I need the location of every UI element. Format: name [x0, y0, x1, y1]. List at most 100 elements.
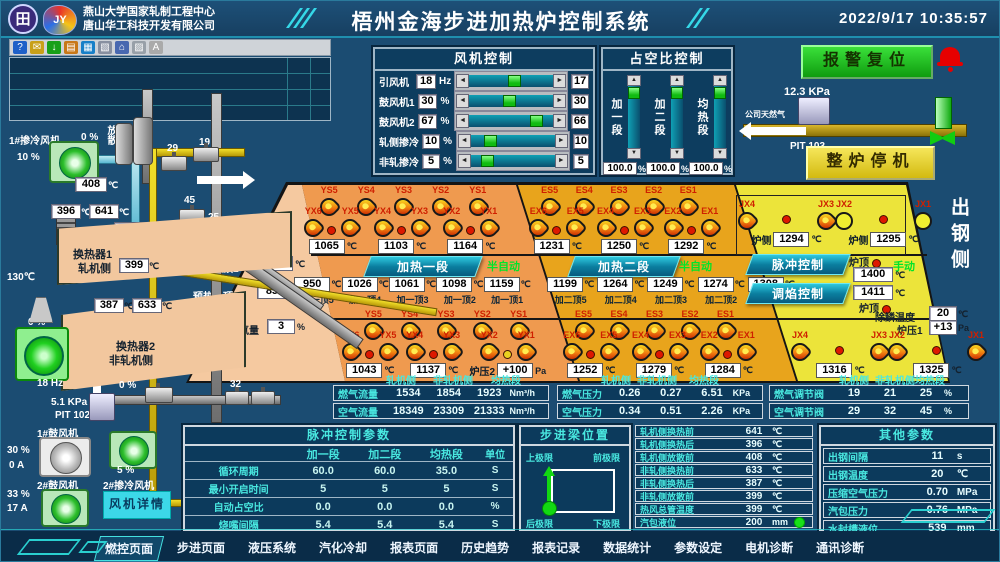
slider-right-arrow[interactable]: ►: [553, 114, 567, 128]
slider-down-arrow[interactable]: ▼: [713, 148, 728, 159]
roof-temp: 1264 ℃ 加二顶4: [597, 277, 644, 306]
temp-unit: ℃: [895, 288, 906, 298]
toolbar-icon[interactable]: ↓: [47, 41, 61, 54]
fan-sp-value[interactable]: 10: [572, 133, 589, 149]
toolbar-icon[interactable]: ▦: [81, 41, 95, 54]
slider-down-arrow[interactable]: ▼: [627, 148, 641, 159]
alarm-bell-icon[interactable]: [937, 45, 963, 73]
fan-slider[interactable]: ◄ ►: [454, 71, 569, 91]
alarm-list-panel[interactable]: [9, 57, 331, 121]
slider-left-arrow[interactable]: ◄: [457, 134, 471, 148]
pulse-control-button[interactable]: 脉冲控制: [745, 254, 851, 275]
zone-temp-value: 1252: [567, 363, 604, 378]
slider-up-arrow[interactable]: ▲: [670, 75, 685, 86]
slider-left-arrow[interactable]: ◄: [456, 114, 470, 128]
zone1-banner[interactable]: 加热一段: [363, 256, 483, 277]
slider-right-arrow[interactable]: ►: [554, 134, 568, 148]
slider-up-arrow[interactable]: ▲: [713, 75, 728, 86]
duty-value[interactable]: 100.0: [603, 162, 637, 175]
zone2-banner[interactable]: 加热二段: [567, 256, 681, 277]
duty-value[interactable]: 100.0: [689, 162, 724, 175]
zone-temp-value: 1294: [773, 232, 810, 247]
toolbar-icon[interactable]: ⌂: [115, 41, 129, 54]
fan-slider[interactable]: ◄ ►: [454, 91, 569, 111]
slider-thumb[interactable]: [484, 135, 498, 147]
tab-report-record[interactable]: 报表记录: [532, 541, 581, 555]
burner-pair: JX4 JX3 炉侧 1294 ℃: [734, 199, 839, 247]
duty-slider-thumb[interactable]: [714, 87, 727, 99]
tab-hydraulic[interactable]: 液压系统: [248, 541, 297, 555]
row-label: 空气调节阀: [774, 407, 824, 419]
pressure-table-row: 空气压力 0.34 0.51 2.26 KPa: [557, 403, 763, 419]
fan-slider[interactable]: ◄ ►: [455, 131, 570, 151]
tab-combustion[interactable]: 燃控页面: [93, 536, 165, 561]
tab-motor-diag[interactable]: 电机诊断: [745, 541, 794, 555]
slider-left-arrow[interactable]: ◄: [457, 154, 471, 168]
slider-track[interactable]: [469, 75, 554, 87]
slider-thumb[interactable]: [480, 155, 494, 167]
burner-flame-icon: [787, 339, 813, 365]
fan-label: 鼓风机1: [379, 97, 415, 109]
duty-slider-thumb[interactable]: [671, 87, 684, 99]
tab-param-setting[interactable]: 参数设定: [674, 541, 723, 555]
cell-unit: ℃: [772, 425, 783, 436]
burner-status-dot: [879, 215, 888, 224]
duty-slider-track[interactable]: [628, 86, 640, 148]
slider-track[interactable]: [469, 95, 554, 107]
tab-report-page[interactable]: 报表页面: [390, 541, 439, 555]
duty-slider-thumb[interactable]: [628, 87, 640, 99]
slider-thumb[interactable]: [502, 95, 516, 107]
burner-label: JX3: [870, 330, 887, 340]
blower2-icon[interactable]: [41, 489, 89, 527]
tab-history-trend[interactable]: 历史趋势: [461, 541, 510, 555]
cell-unit: s: [956, 450, 963, 462]
toolbar-icon[interactable]: ▧: [98, 41, 112, 54]
fan-slider[interactable]: ◄ ►: [454, 111, 569, 131]
fan-detail-button[interactable]: 风机详情: [103, 491, 171, 519]
flow-table-row: 燃气流量 1534 1854 1923 Nm³/h: [333, 385, 549, 401]
burner-label: EX4: [631, 330, 649, 340]
slider-down-arrow[interactable]: ▼: [670, 148, 685, 159]
fan-label: 引风机: [379, 77, 409, 89]
fan-sp-value[interactable]: 66: [571, 113, 589, 129]
toolbar-icon[interactable]: ▤: [64, 41, 78, 54]
tab-comm-diag[interactable]: 通讯诊断: [816, 541, 865, 555]
hx-temp-row: 热风总管温度 399 ℃: [635, 503, 813, 515]
row-label: 空气压力: [562, 407, 602, 419]
band-divider: [311, 254, 927, 256]
slider-thumb[interactable]: [529, 115, 543, 127]
tab-walking[interactable]: 步进页面: [177, 541, 226, 555]
toolbar-icon[interactable]: ?: [13, 41, 27, 54]
toolbar-icon[interactable]: ▨: [132, 41, 146, 54]
slider-track[interactable]: [470, 155, 555, 167]
burner-label: YS1: [469, 185, 487, 195]
flame-control-button[interactable]: 调焰控制: [745, 283, 851, 304]
coldfan2-icon[interactable]: [109, 431, 157, 469]
slider-track[interactable]: [470, 135, 555, 147]
toolbar-icon[interactable]: A: [149, 41, 163, 54]
slider-right-arrow[interactable]: ►: [553, 94, 567, 108]
duty-value[interactable]: 100.0: [646, 162, 681, 175]
slider-right-arrow[interactable]: ►: [554, 154, 568, 168]
furnace-stop-button[interactable]: 整炉停机: [806, 146, 935, 180]
slider-up-arrow[interactable]: ▲: [627, 75, 641, 86]
fan-sp-value[interactable]: 30: [571, 93, 589, 109]
fan-slider[interactable]: ◄ ►: [455, 151, 570, 171]
slider-right-arrow[interactable]: ►: [553, 74, 567, 88]
slider-left-arrow[interactable]: ◄: [456, 74, 470, 88]
coldfan1-icon[interactable]: [49, 141, 99, 183]
duty-slider-track[interactable]: [671, 86, 684, 148]
slider-left-arrow[interactable]: ◄: [456, 94, 470, 108]
fan-sp-value[interactable]: 17: [571, 73, 590, 89]
alarm-reset-button[interactable]: 报警复位: [801, 45, 933, 79]
slider-track[interactable]: [469, 115, 554, 127]
tab-vaporize-cooling[interactable]: 汽化冷却: [319, 541, 368, 555]
fan-sp-value[interactable]: 5: [572, 153, 589, 169]
blower1-icon[interactable]: [39, 437, 91, 477]
induced-draft-fan-icon[interactable]: [15, 327, 69, 381]
duty-slider-track[interactable]: [714, 86, 727, 148]
roof-temp-value: 1199: [547, 277, 584, 292]
toolbar-icon[interactable]: ✉: [30, 41, 44, 54]
slider-thumb[interactable]: [507, 75, 521, 87]
tab-data-stats[interactable]: 数据统计: [603, 541, 652, 555]
